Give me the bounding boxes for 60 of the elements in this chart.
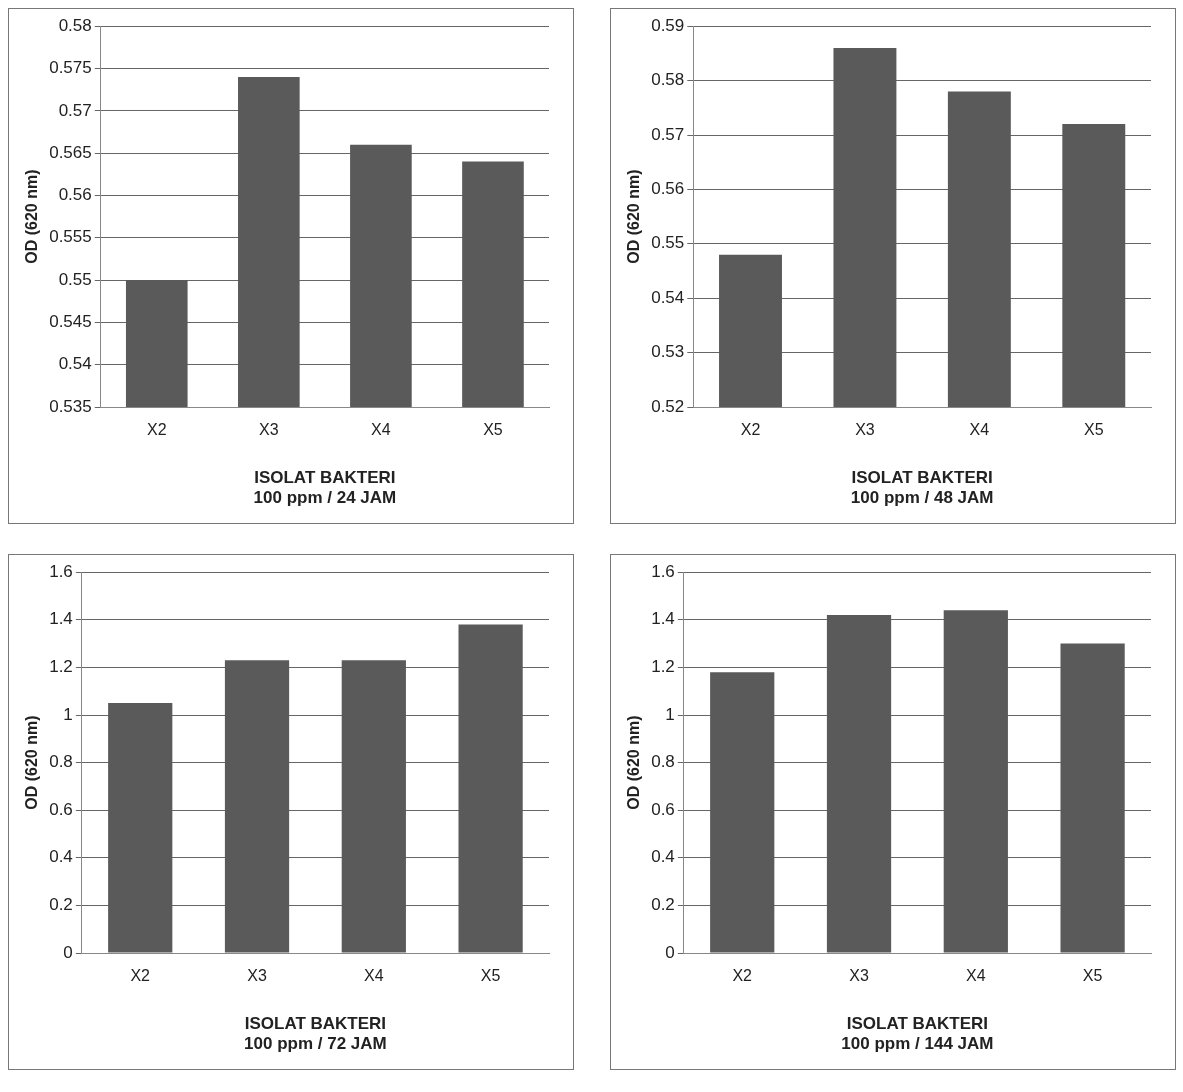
y-tick-label: 1 — [665, 704, 675, 724]
x-tick-label: X5 — [480, 967, 501, 985]
y-tick-label: 0.57 — [58, 100, 92, 120]
x-tick-label: X4 — [364, 967, 384, 985]
x-tick-label: X2 — [146, 421, 167, 439]
y-tick-label: 0.2 — [651, 895, 675, 915]
y-tick-label: 0.54 — [58, 354, 92, 374]
x-tick-label: X4 — [969, 421, 990, 439]
y-tick-label: 0.53 — [651, 342, 685, 362]
y-tick-label: 0.4 — [49, 847, 73, 867]
x-tick-label: X4 — [371, 421, 391, 439]
y-tick-label: 0.6 — [651, 799, 675, 819]
x-tick-label: X4 — [966, 967, 986, 985]
y-tick-label: 0.59 — [651, 15, 685, 35]
y-tick-label: 0.56 — [651, 179, 685, 199]
y-tick-label: 1.4 — [651, 609, 675, 629]
y-tick-label: 0.58 — [58, 15, 92, 35]
y-tick-label: 0.8 — [651, 752, 675, 772]
x-tick-label: X5 — [1084, 421, 1104, 439]
y-tick-label: 0.52 — [651, 396, 685, 416]
y-tick-label: 1 — [63, 704, 73, 724]
y-tick-label: 0.54 — [651, 287, 685, 307]
y-tick-label: 1.6 — [651, 561, 675, 581]
x-tick-label: X2 — [740, 421, 761, 439]
y-tick-label: 0.545 — [49, 312, 92, 332]
y-tick-label: 0.2 — [49, 895, 73, 915]
x-tick-label: X3 — [855, 421, 875, 439]
y-tick-label: 0.555 — [49, 227, 92, 247]
y-tick-label: 0.55 — [58, 269, 92, 289]
y-tick-label: 0 — [63, 942, 73, 962]
y-tick-label: 0.58 — [651, 70, 685, 90]
x-tick-label: X2 — [732, 967, 753, 985]
y-tick-label: 0.55 — [651, 233, 685, 253]
y-tick-label: 1.4 — [49, 609, 73, 629]
x-tick-label: X5 — [1082, 967, 1103, 985]
x-tick-label: X3 — [259, 421, 279, 439]
x-tick-label: X3 — [247, 967, 267, 985]
y-tick-label: 0.535 — [49, 396, 92, 416]
y-axis-title: OD (620 nm) — [625, 169, 643, 264]
x-axis-title: ISOLAT BAKTERI 100 ppm / 72 JAM — [244, 1014, 387, 1054]
y-tick-label: 0.6 — [49, 799, 73, 819]
x-tick-label: X5 — [483, 421, 503, 439]
x-tick-label: X3 — [849, 967, 869, 985]
y-tick-label: 0.56 — [58, 185, 92, 205]
y-tick-label: 1.2 — [49, 657, 73, 677]
y-tick-label: 0.4 — [651, 847, 675, 867]
y-tick-label: 0.565 — [49, 142, 92, 162]
y-tick-label: 0 — [665, 942, 675, 962]
x-axis-title: ISOLAT BAKTERI 100 ppm / 48 JAM — [850, 468, 994, 508]
y-tick-label: 0.575 — [49, 58, 92, 78]
y-axis-title: OD (620 nm) — [23, 169, 41, 264]
y-tick-label: 0.57 — [651, 124, 685, 144]
y-tick-label: 1.6 — [49, 561, 73, 581]
y-tick-label: 0.8 — [49, 752, 73, 772]
y-axis-title: OD (620 nm) — [625, 715, 643, 810]
x-tick-label: X2 — [130, 967, 151, 985]
y-tick-label: 1.2 — [651, 657, 675, 677]
x-axis-title: ISOLAT BAKTERI 100 ppm / 24 JAM — [253, 468, 397, 508]
x-axis-title: ISOLAT BAKTERI 100 ppm / 144 JAM — [841, 1014, 994, 1054]
y-axis-title: OD (620 nm) — [23, 715, 41, 810]
